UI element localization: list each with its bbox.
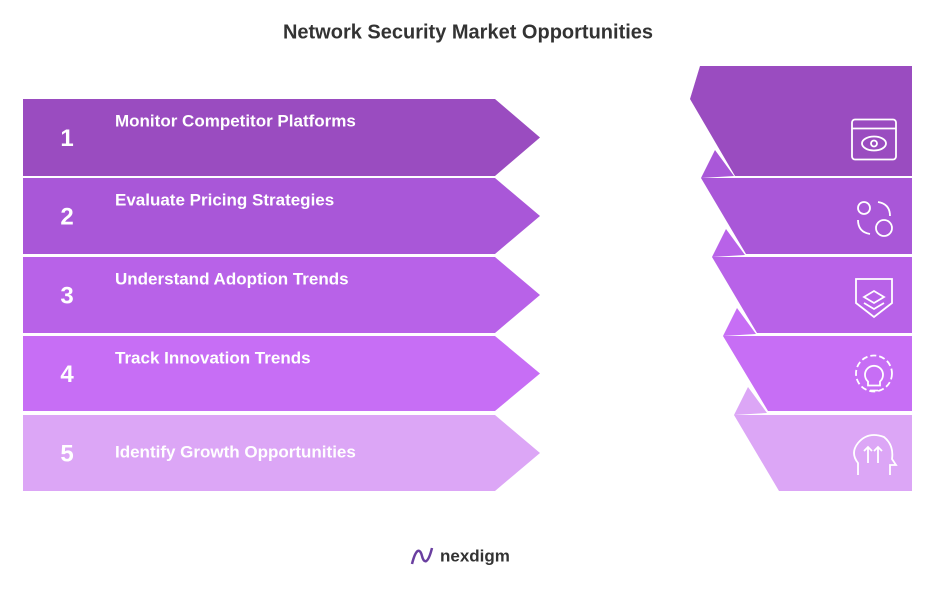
icon-arrows bbox=[857, 201, 891, 235]
icon-window bbox=[851, 118, 897, 161]
title: Network Security Market Opportunities bbox=[283, 21, 653, 43]
icon-bulb bbox=[857, 201, 871, 215]
fold-panel bbox=[723, 336, 912, 411]
step-arrow bbox=[23, 257, 540, 333]
step-number: 3 bbox=[60, 282, 73, 309]
step-number: 5 bbox=[60, 440, 73, 467]
icon-head bbox=[853, 434, 898, 475]
step-arrow bbox=[23, 336, 540, 411]
icon-arrows bbox=[863, 445, 883, 463]
step-label: Identify Growth Opportunities bbox=[115, 442, 356, 461]
fold-panel bbox=[701, 178, 912, 254]
icon-stack bbox=[862, 289, 886, 311]
step-arrow bbox=[23, 415, 540, 491]
step-number: 4 bbox=[60, 361, 74, 388]
icon-gear bbox=[855, 354, 893, 393]
step-arrow bbox=[23, 178, 540, 254]
icon-pupil bbox=[870, 139, 878, 148]
step-label: Understand Adoption Trends bbox=[115, 269, 349, 288]
step-icon bbox=[853, 434, 898, 475]
step-arrow bbox=[23, 99, 540, 176]
step-label: Track Innovation Trends bbox=[115, 348, 311, 367]
step-icon bbox=[851, 118, 897, 161]
step-icon bbox=[857, 201, 893, 237]
fold-triangle bbox=[734, 387, 767, 415]
fold-panel bbox=[734, 415, 912, 491]
icon-coin bbox=[875, 219, 893, 237]
step-icon bbox=[855, 278, 893, 319]
step-label: Evaluate Pricing Strategies bbox=[115, 190, 334, 209]
step-icon bbox=[855, 354, 893, 393]
icon-shield bbox=[855, 278, 893, 319]
step-label: Monitor Competitor Platforms bbox=[115, 111, 356, 130]
logo: nexdigm bbox=[410, 546, 510, 565]
step-number: 1 bbox=[60, 125, 73, 152]
icon-bulb bbox=[864, 364, 884, 392]
fold-panel bbox=[690, 99, 912, 176]
fold-triangle bbox=[701, 150, 734, 178]
logo-mark bbox=[410, 547, 434, 565]
fold-panel bbox=[712, 257, 912, 333]
step-number: 2 bbox=[60, 203, 73, 230]
brand: nexdigm bbox=[440, 546, 510, 565]
icon-eye bbox=[861, 135, 887, 152]
fold-strip bbox=[690, 66, 912, 99]
fold-triangle bbox=[723, 308, 756, 336]
fold-triangle bbox=[712, 229, 745, 257]
